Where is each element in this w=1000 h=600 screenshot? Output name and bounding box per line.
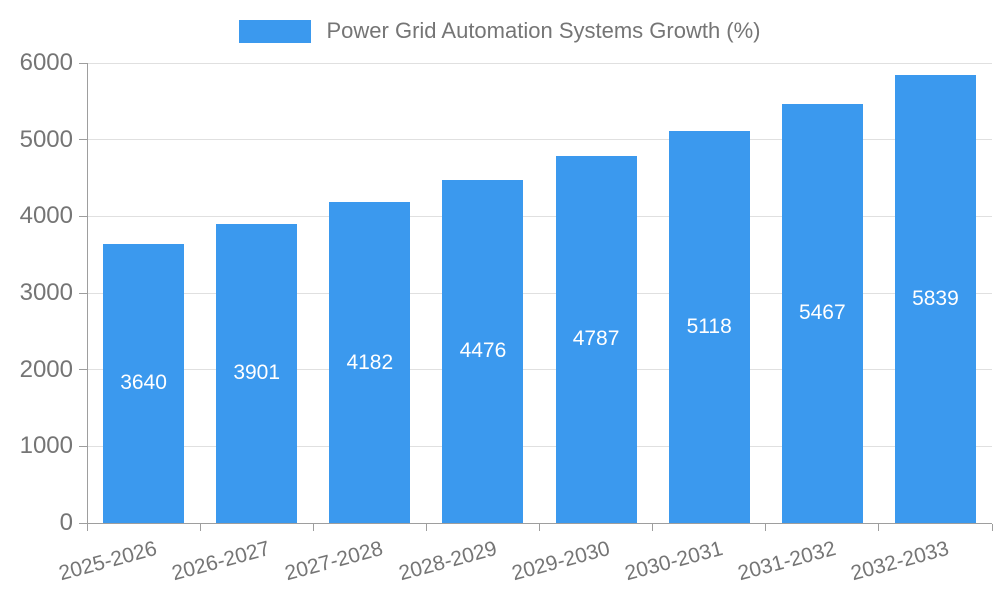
y-axis-tick-label: 0 [59,509,73,536]
y-axis-line [87,63,88,524]
gridline [87,292,992,294]
y-axis-tick-label: 6000 [19,49,73,76]
gridline [87,215,992,217]
gridline [87,369,992,371]
bar[interactable] [668,130,750,523]
x-axis-tick-label: 2026-2027 [169,537,273,586]
y-tick-mark [79,522,87,524]
gridline [87,139,992,141]
x-tick-mark [312,524,314,531]
legend-item[interactable]: Power Grid Automation Systems Growth (%) [0,18,1000,44]
x-axis-line [87,523,992,524]
x-axis-tick-label: 2031-2032 [735,537,839,586]
legend-swatch [239,19,312,43]
x-tick-mark [199,524,201,531]
x-axis-tick-label: 2027-2028 [282,537,386,586]
y-tick-mark [79,62,87,64]
x-tick-mark [765,524,767,531]
x-tick-mark [425,524,427,531]
gridline [87,445,992,447]
bar[interactable] [216,223,298,523]
y-tick-mark [79,139,87,141]
y-axis-tick-label: 2000 [19,355,73,383]
y-tick-mark [79,292,87,294]
x-axis-tick-label: 2029-2030 [509,537,613,586]
x-tick-mark [86,524,88,531]
x-axis-tick-label: 2032-2033 [848,537,952,586]
bar[interactable] [894,75,976,523]
y-tick-mark [79,369,87,371]
x-tick-mark [539,524,540,531]
x-axis-tick-label: 2028-2029 [395,537,499,586]
y-axis-tick-label: 1000 [19,432,73,460]
bar[interactable] [781,103,863,523]
bar[interactable] [555,155,637,523]
bar[interactable] [442,179,524,523]
y-axis-tick-label: 4000 [19,202,73,230]
y-tick-mark [79,445,87,447]
y-axis-tick-label: 3000 [19,279,73,306]
bar[interactable] [329,202,411,523]
bar[interactable] [103,243,185,523]
legend-label: Power Grid Automation Systems Growth (%) [326,18,761,43]
y-axis-tick-label: 5000 [19,125,73,153]
x-tick-mark [652,524,654,531]
gridline [87,62,992,64]
y-tick-mark [79,215,87,217]
x-axis-tick-label: 2025-2026 [56,537,160,586]
x-tick-mark [878,524,880,531]
x-tick-mark [991,524,993,531]
x-axis-tick-label: 2030-2031 [622,537,726,586]
